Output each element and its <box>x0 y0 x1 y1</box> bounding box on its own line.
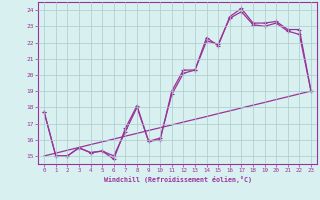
X-axis label: Windchill (Refroidissement éolien,°C): Windchill (Refroidissement éolien,°C) <box>104 176 252 183</box>
